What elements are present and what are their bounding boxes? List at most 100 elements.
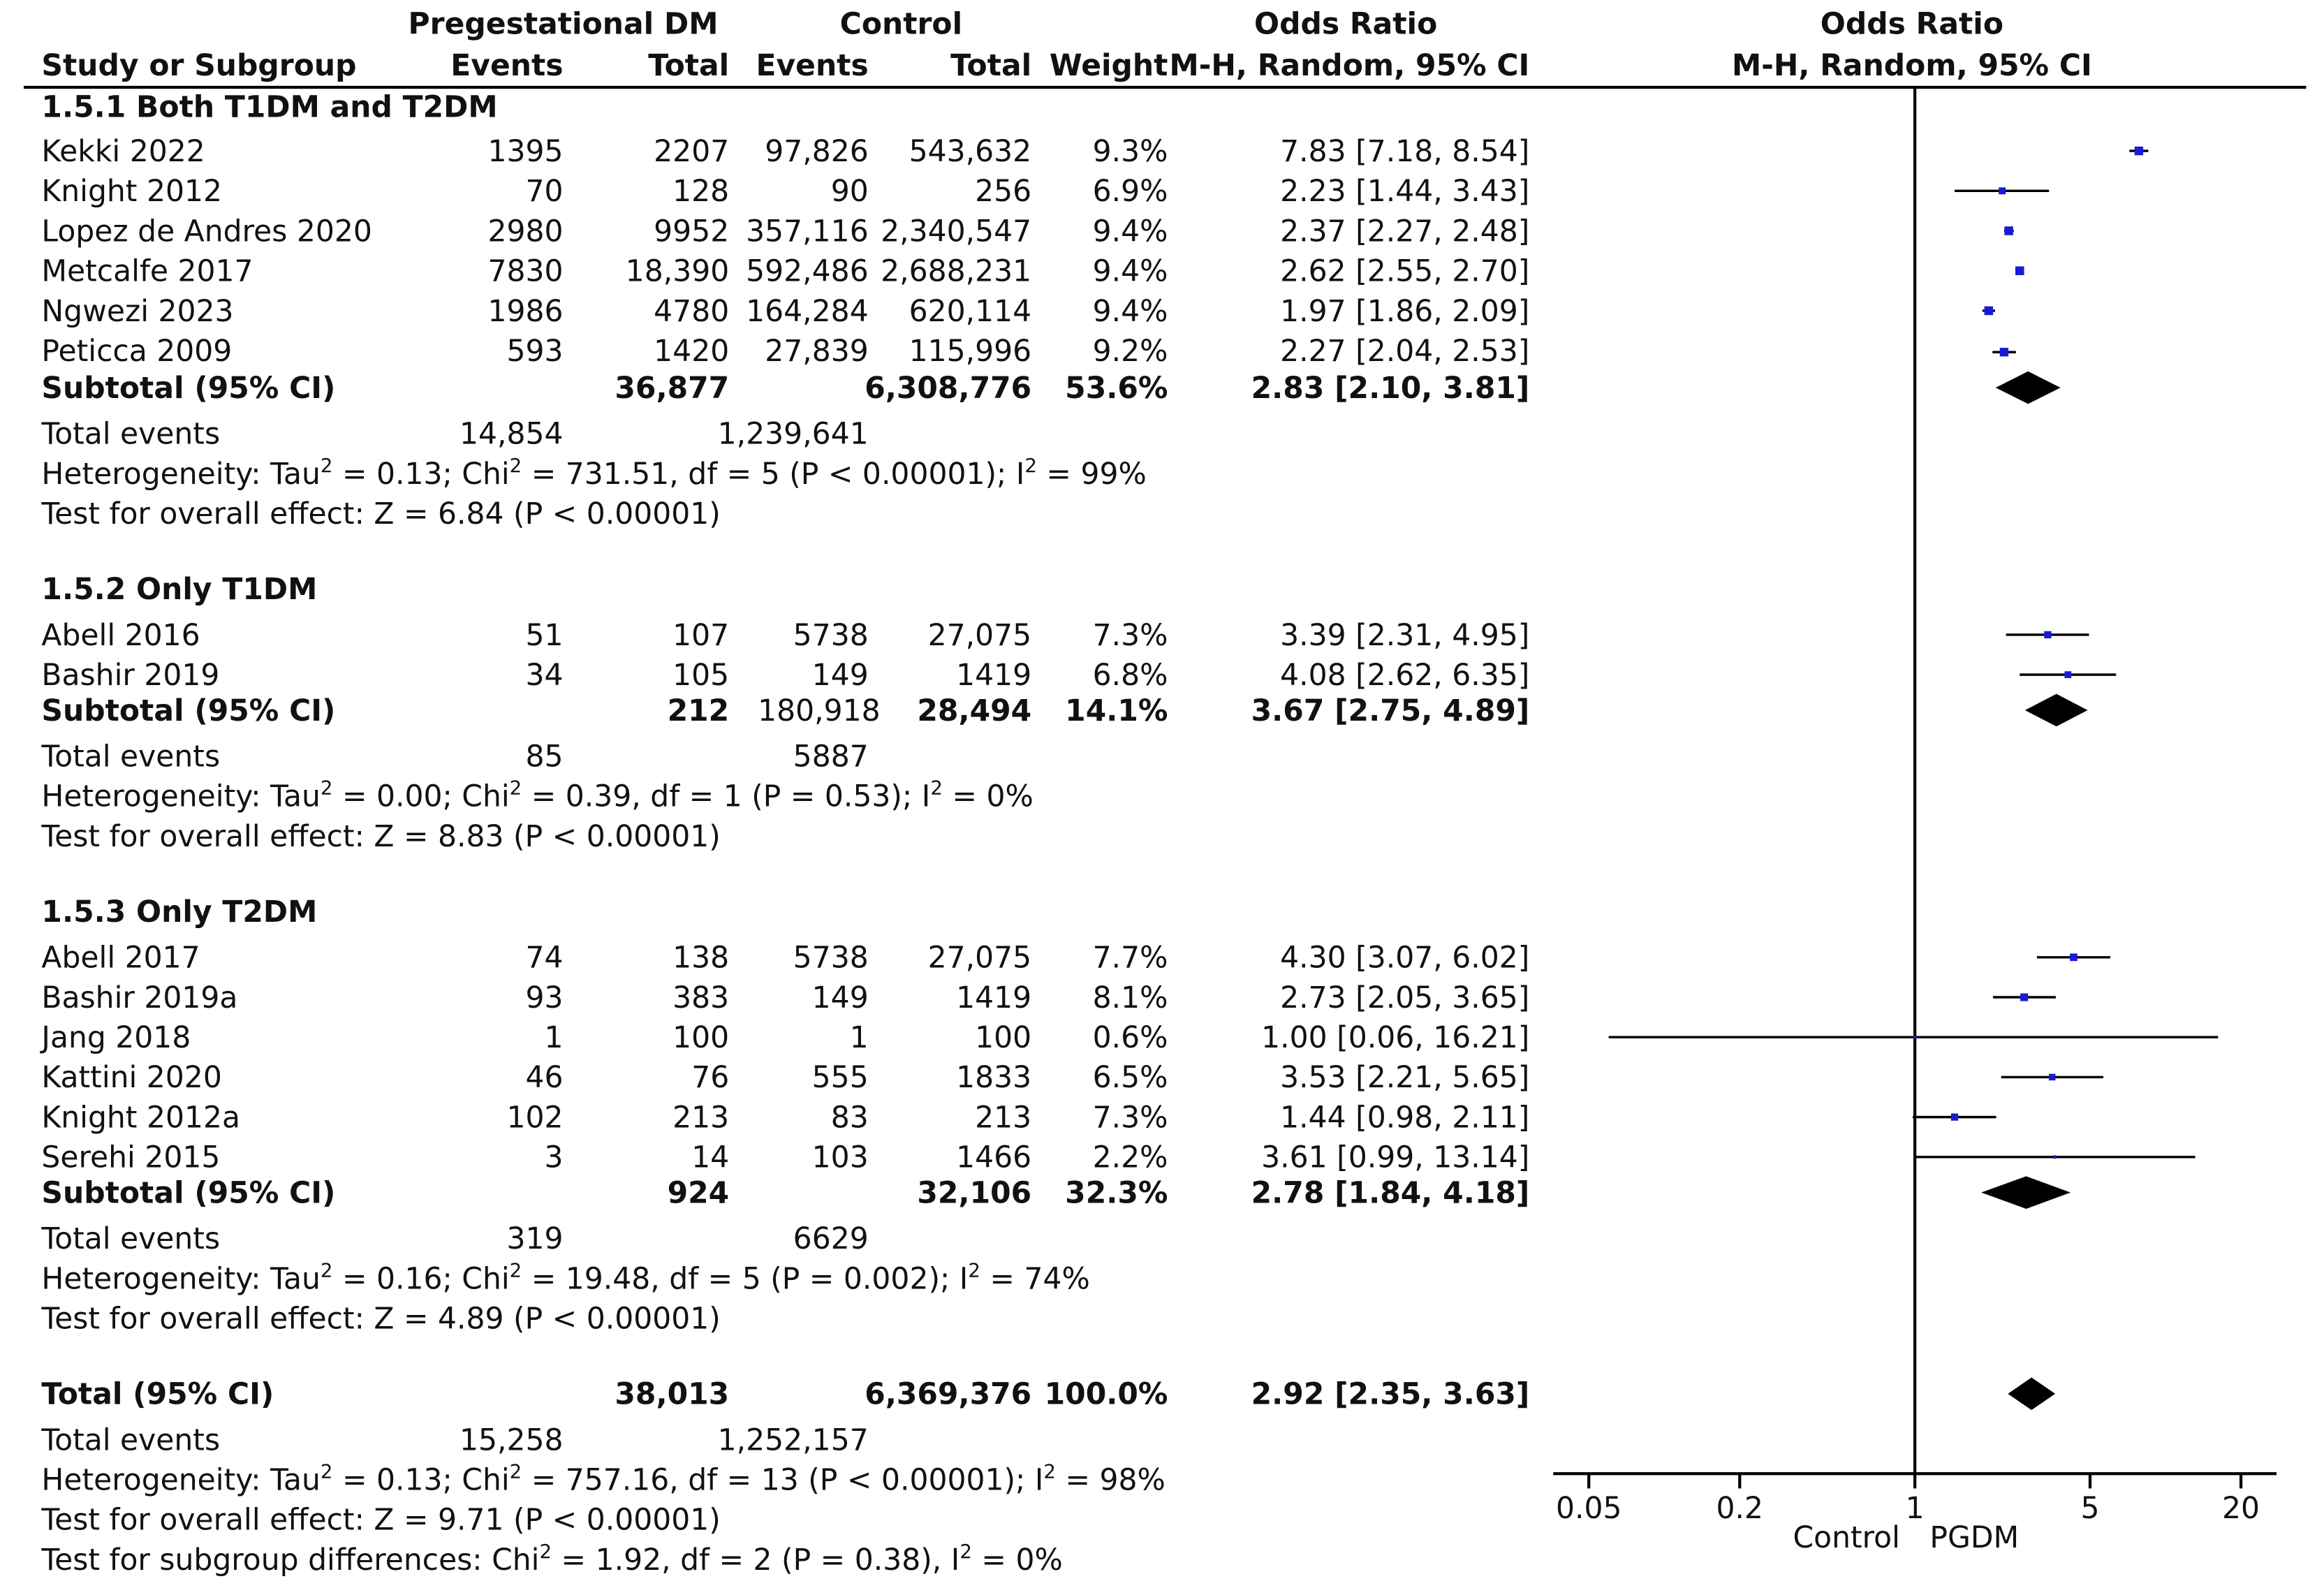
point-estimate	[2015, 266, 2024, 275]
heterogeneity-text: Heterogeneity: Tau2 = 0.13; Chi2 = 731.5…	[41, 455, 1147, 492]
events-1: 1395	[487, 133, 564, 169]
events-2: 357,116	[746, 213, 869, 249]
point-estimate	[2049, 1073, 2056, 1081]
total-2: 27,075	[927, 939, 1032, 976]
overall-effect-text: Test for overall effect: Z = 9.71 (P < 0…	[41, 1501, 721, 1538]
events-1: 93	[525, 979, 564, 1015]
header-group2: Control	[839, 6, 963, 42]
events-1: 102	[506, 1099, 564, 1135]
header-total-1: Total	[648, 47, 730, 83]
header-events-1: Events	[450, 47, 564, 83]
total-events-label: Total events	[41, 1422, 221, 1457]
header-study-col: Study or Subgroup	[41, 47, 357, 83]
subtotal-diamond	[1995, 371, 2061, 404]
axis-label-left: Control	[1793, 1521, 1899, 1555]
point-estimate	[1999, 348, 2009, 357]
total-events-1: 85	[525, 738, 564, 774]
total-2: 213	[975, 1099, 1032, 1135]
subtotal-weight: 53.6%	[1065, 369, 1168, 406]
total-1: 9952	[654, 213, 730, 249]
events-2: 555	[811, 1059, 869, 1095]
subtotal-diamond	[2024, 693, 2088, 727]
events-2: 97,826	[765, 133, 869, 169]
weight: 6.8%	[1092, 656, 1168, 693]
subtotal-diamond	[1981, 1176, 2071, 1209]
study-name: Serehi 2015	[41, 1139, 221, 1175]
study-name: Metcalfe 2017	[41, 253, 253, 289]
total-1: 4780	[654, 293, 730, 329]
x-tick-label: 20	[2222, 1492, 2260, 1526]
events-1: 593	[506, 332, 564, 369]
point-estimate	[2134, 146, 2144, 156]
header-plot-method: M-H, Random, 95% CI	[1731, 47, 2092, 83]
heterogeneity-text: Heterogeneity: Tau2 = 0.00; Chi2 = 0.39,…	[41, 778, 1034, 814]
study-name: Bashir 2019a	[41, 979, 238, 1015]
events-2: 103	[811, 1139, 869, 1175]
events-2: 27,839	[765, 332, 869, 369]
total-2: 543,632	[909, 133, 1032, 169]
events-1: 34	[525, 656, 564, 693]
events-1: 2980	[487, 213, 564, 249]
weight: 6.9%	[1092, 172, 1168, 209]
total-1: 76	[691, 1059, 730, 1095]
subtotal-total-2: 32,106	[917, 1175, 1032, 1211]
overall-effect-text: Test for overall effect: Z = 8.83 (P < 0…	[41, 818, 721, 854]
header-or-title: Odds Ratio	[1254, 6, 1438, 42]
odds-ratio-ci: 2.27 [2.04, 2.53]	[1280, 332, 1530, 369]
odds-ratio-ci: 2.37 [2.27, 2.48]	[1280, 213, 1530, 249]
subgroup-differences-text: Test for subgroup differences: Chi2 = 1.…	[41, 1541, 1063, 1578]
point-estimate	[2044, 631, 2052, 639]
total-events-1: 14,854	[459, 416, 564, 452]
total-total-2: 6,369,376	[865, 1376, 1032, 1412]
total-2: 115,996	[909, 332, 1032, 369]
events-2: 5738	[793, 939, 869, 976]
weight: 0.6%	[1092, 1019, 1168, 1055]
weight: 7.3%	[1092, 617, 1168, 653]
subtotal-or: 2.78 [1.84, 4.18]	[1251, 1175, 1530, 1211]
point-estimate	[2020, 993, 2029, 1001]
total-or: 2.92 [2.35, 3.63]	[1251, 1376, 1530, 1412]
subtotal-or: 3.67 [2.75, 4.89]	[1251, 692, 1530, 728]
total-1: 2207	[654, 133, 730, 169]
events-1: 1	[544, 1019, 564, 1055]
odds-ratio-ci: 1.00 [0.06, 16.21]	[1261, 1019, 1530, 1055]
x-tick-label: 0.05	[1556, 1492, 1622, 1526]
weight: 6.5%	[1092, 1059, 1168, 1095]
events-1: 46	[525, 1059, 564, 1095]
total-1: 18,390	[625, 253, 730, 289]
odds-ratio-ci: 3.39 [2.31, 4.95]	[1280, 617, 1530, 653]
study-name: Jang 2018	[41, 1019, 191, 1055]
heterogeneity-text: Heterogeneity: Tau2 = 0.13; Chi2 = 757.1…	[41, 1462, 1165, 1498]
weight: 9.2%	[1092, 332, 1168, 369]
overall-effect-text: Test for overall effect: Z = 4.89 (P < 0…	[41, 1300, 721, 1337]
subtotal-weight: 32.3%	[1065, 1175, 1168, 1211]
point-estimate	[2070, 953, 2077, 962]
study-name: Abell 2017	[41, 939, 200, 976]
header-weight: Weight	[1049, 47, 1168, 83]
total-events-2: 1,252,157	[717, 1422, 869, 1457]
total-events-label: Total events	[41, 1220, 221, 1256]
study-name: Lopez de Andres 2020	[41, 213, 372, 249]
total-label: Total (95% CI)	[41, 1376, 274, 1412]
total-1: 213	[672, 1099, 730, 1135]
total-1: 100	[672, 1019, 730, 1055]
total-2: 1833	[956, 1059, 1032, 1095]
odds-ratio-ci: 3.53 [2.21, 5.65]	[1280, 1059, 1530, 1095]
events-2: 83	[830, 1099, 869, 1135]
study-name: Knight 2012	[41, 172, 222, 209]
point-estimate	[1913, 1036, 1917, 1039]
subtotal-weight: 14.1%	[1065, 692, 1168, 728]
total-2: 100	[975, 1019, 1032, 1055]
weight: 9.4%	[1092, 213, 1168, 249]
study-name: Peticca 2009	[41, 332, 233, 369]
weight: 9.4%	[1092, 293, 1168, 329]
weight: 7.3%	[1092, 1099, 1168, 1135]
subtotal-label: Subtotal (95% CI)	[41, 692, 336, 728]
total-2: 2,688,231	[881, 253, 1032, 289]
total-1: 105	[672, 656, 730, 693]
total-events-label: Total events	[41, 416, 221, 452]
study-name: Abell 2016	[41, 617, 200, 653]
header-group1: Pregestational DM	[408, 6, 719, 42]
axis-label-right: PGDM	[1929, 1521, 2019, 1555]
